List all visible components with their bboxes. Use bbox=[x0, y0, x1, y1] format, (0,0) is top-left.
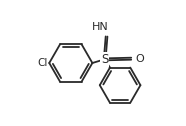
Text: S: S bbox=[101, 53, 108, 66]
Text: HN: HN bbox=[91, 22, 108, 32]
Text: O: O bbox=[136, 54, 144, 64]
Text: Cl: Cl bbox=[37, 58, 47, 68]
